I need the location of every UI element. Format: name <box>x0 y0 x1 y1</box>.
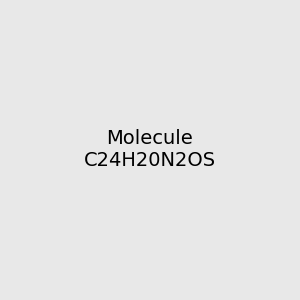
Text: Molecule
C24H20N2OS: Molecule C24H20N2OS <box>84 130 216 170</box>
